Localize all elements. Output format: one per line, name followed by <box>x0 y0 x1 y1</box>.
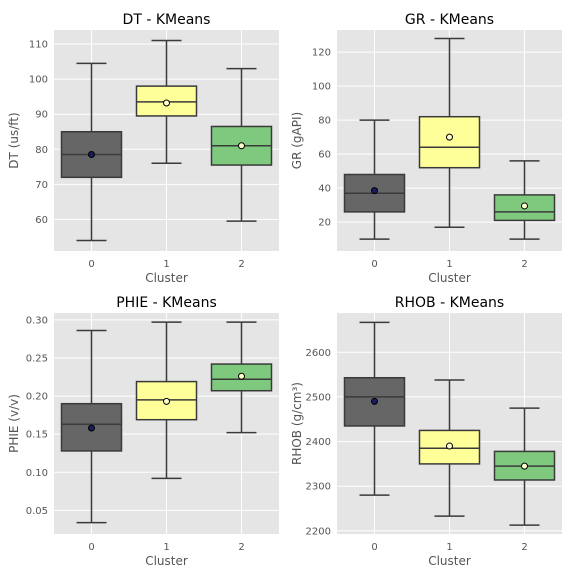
x-tick-label: 0 <box>88 542 94 553</box>
y-tick-label: 2400 <box>306 437 331 448</box>
mean-marker <box>239 373 245 379</box>
y-tick-label: 100 <box>312 82 331 93</box>
y-tick-label: 40 <box>318 184 331 195</box>
subplot-title: PHIE - KMeans <box>116 295 217 311</box>
x-tick-label: 1 <box>163 542 169 553</box>
y-tick-label: 2200 <box>306 526 331 537</box>
y-tick-label: 60 <box>35 215 48 226</box>
x-axis-label: Cluster <box>428 554 471 568</box>
mean-marker <box>447 443 453 449</box>
x-tick-label: 1 <box>163 259 169 270</box>
y-tick-label: 80 <box>35 145 48 156</box>
y-tick-label: 2500 <box>306 392 331 403</box>
y-tick-label: 0.25 <box>26 353 48 364</box>
subplot-1: 60 70 80 90 100 110 0 1 2 DT - KMeans Cluster DT (u… <box>7 12 279 285</box>
y-tick-label: 110 <box>29 40 48 51</box>
subplot-3: 0.05 0.10 0.15 0.20 0.25 0.30 0 1 2 PHIE - KMeans… <box>7 295 279 568</box>
x-tick-label: 2 <box>521 542 527 553</box>
y-tick-label: 0.15 <box>26 430 48 441</box>
y-tick-label: 0.30 <box>26 315 48 326</box>
y-tick-label: 2300 <box>306 482 331 493</box>
subplot-title: RHOB - KMeans <box>395 295 504 311</box>
box-iqr <box>420 117 480 168</box>
x-axis-label: Cluster <box>145 554 188 568</box>
x-tick-label: 2 <box>238 542 244 553</box>
y-tick-label: 0.10 <box>26 468 48 479</box>
y-tick-label: 60 <box>318 150 331 161</box>
mean-marker <box>522 463 528 469</box>
x-axis-label: Cluster <box>428 271 471 285</box>
y-tick-label: 100 <box>29 75 48 86</box>
subplot-4: 2200 2300 2400 2500 2600 0 1 2 RHOB - KMeans Clus… <box>290 295 562 568</box>
x-tick-label: 1 <box>446 259 452 270</box>
x-tick-label: 2 <box>521 259 527 270</box>
y-tick-label: 90 <box>35 110 48 121</box>
y-tick-label: 2600 <box>306 348 331 359</box>
x-tick-label: 0 <box>371 259 377 270</box>
x-tick-label: 0 <box>88 259 94 270</box>
mean-marker <box>164 398 170 404</box>
y-tick-label: 0.20 <box>26 392 48 403</box>
mean-marker <box>372 188 378 194</box>
mean-marker <box>89 152 95 158</box>
mean-marker <box>164 100 170 106</box>
y-axis-label: PHIE (v/v) <box>7 394 21 453</box>
subplot-2: 20 40 60 80 100 120 0 1 2 GR - KMeans Cluster GR (g… <box>290 12 562 285</box>
y-tick-label: 0.05 <box>26 506 48 517</box>
x-tick-label: 1 <box>446 542 452 553</box>
mean-marker <box>89 425 95 431</box>
x-tick-label: 2 <box>238 259 244 270</box>
y-tick-label: 80 <box>318 116 331 127</box>
y-axis-label: GR (gAPI) <box>290 112 304 169</box>
mean-marker <box>522 203 528 209</box>
mean-marker <box>447 134 453 140</box>
y-axis-label: DT (us/ft) <box>7 112 21 168</box>
subplot-title: GR - KMeans <box>405 12 494 28</box>
x-tick-label: 0 <box>371 542 377 553</box>
y-tick-label: 20 <box>318 218 331 229</box>
mean-marker <box>372 398 378 404</box>
mean-marker <box>239 143 245 149</box>
x-axis-label: Cluster <box>145 271 188 285</box>
subplot-title: DT - KMeans <box>123 12 211 28</box>
y-tick-label: 70 <box>35 180 48 191</box>
y-tick-label: 120 <box>312 48 331 59</box>
y-axis-label: RHOB (g/cm³) <box>290 382 304 465</box>
